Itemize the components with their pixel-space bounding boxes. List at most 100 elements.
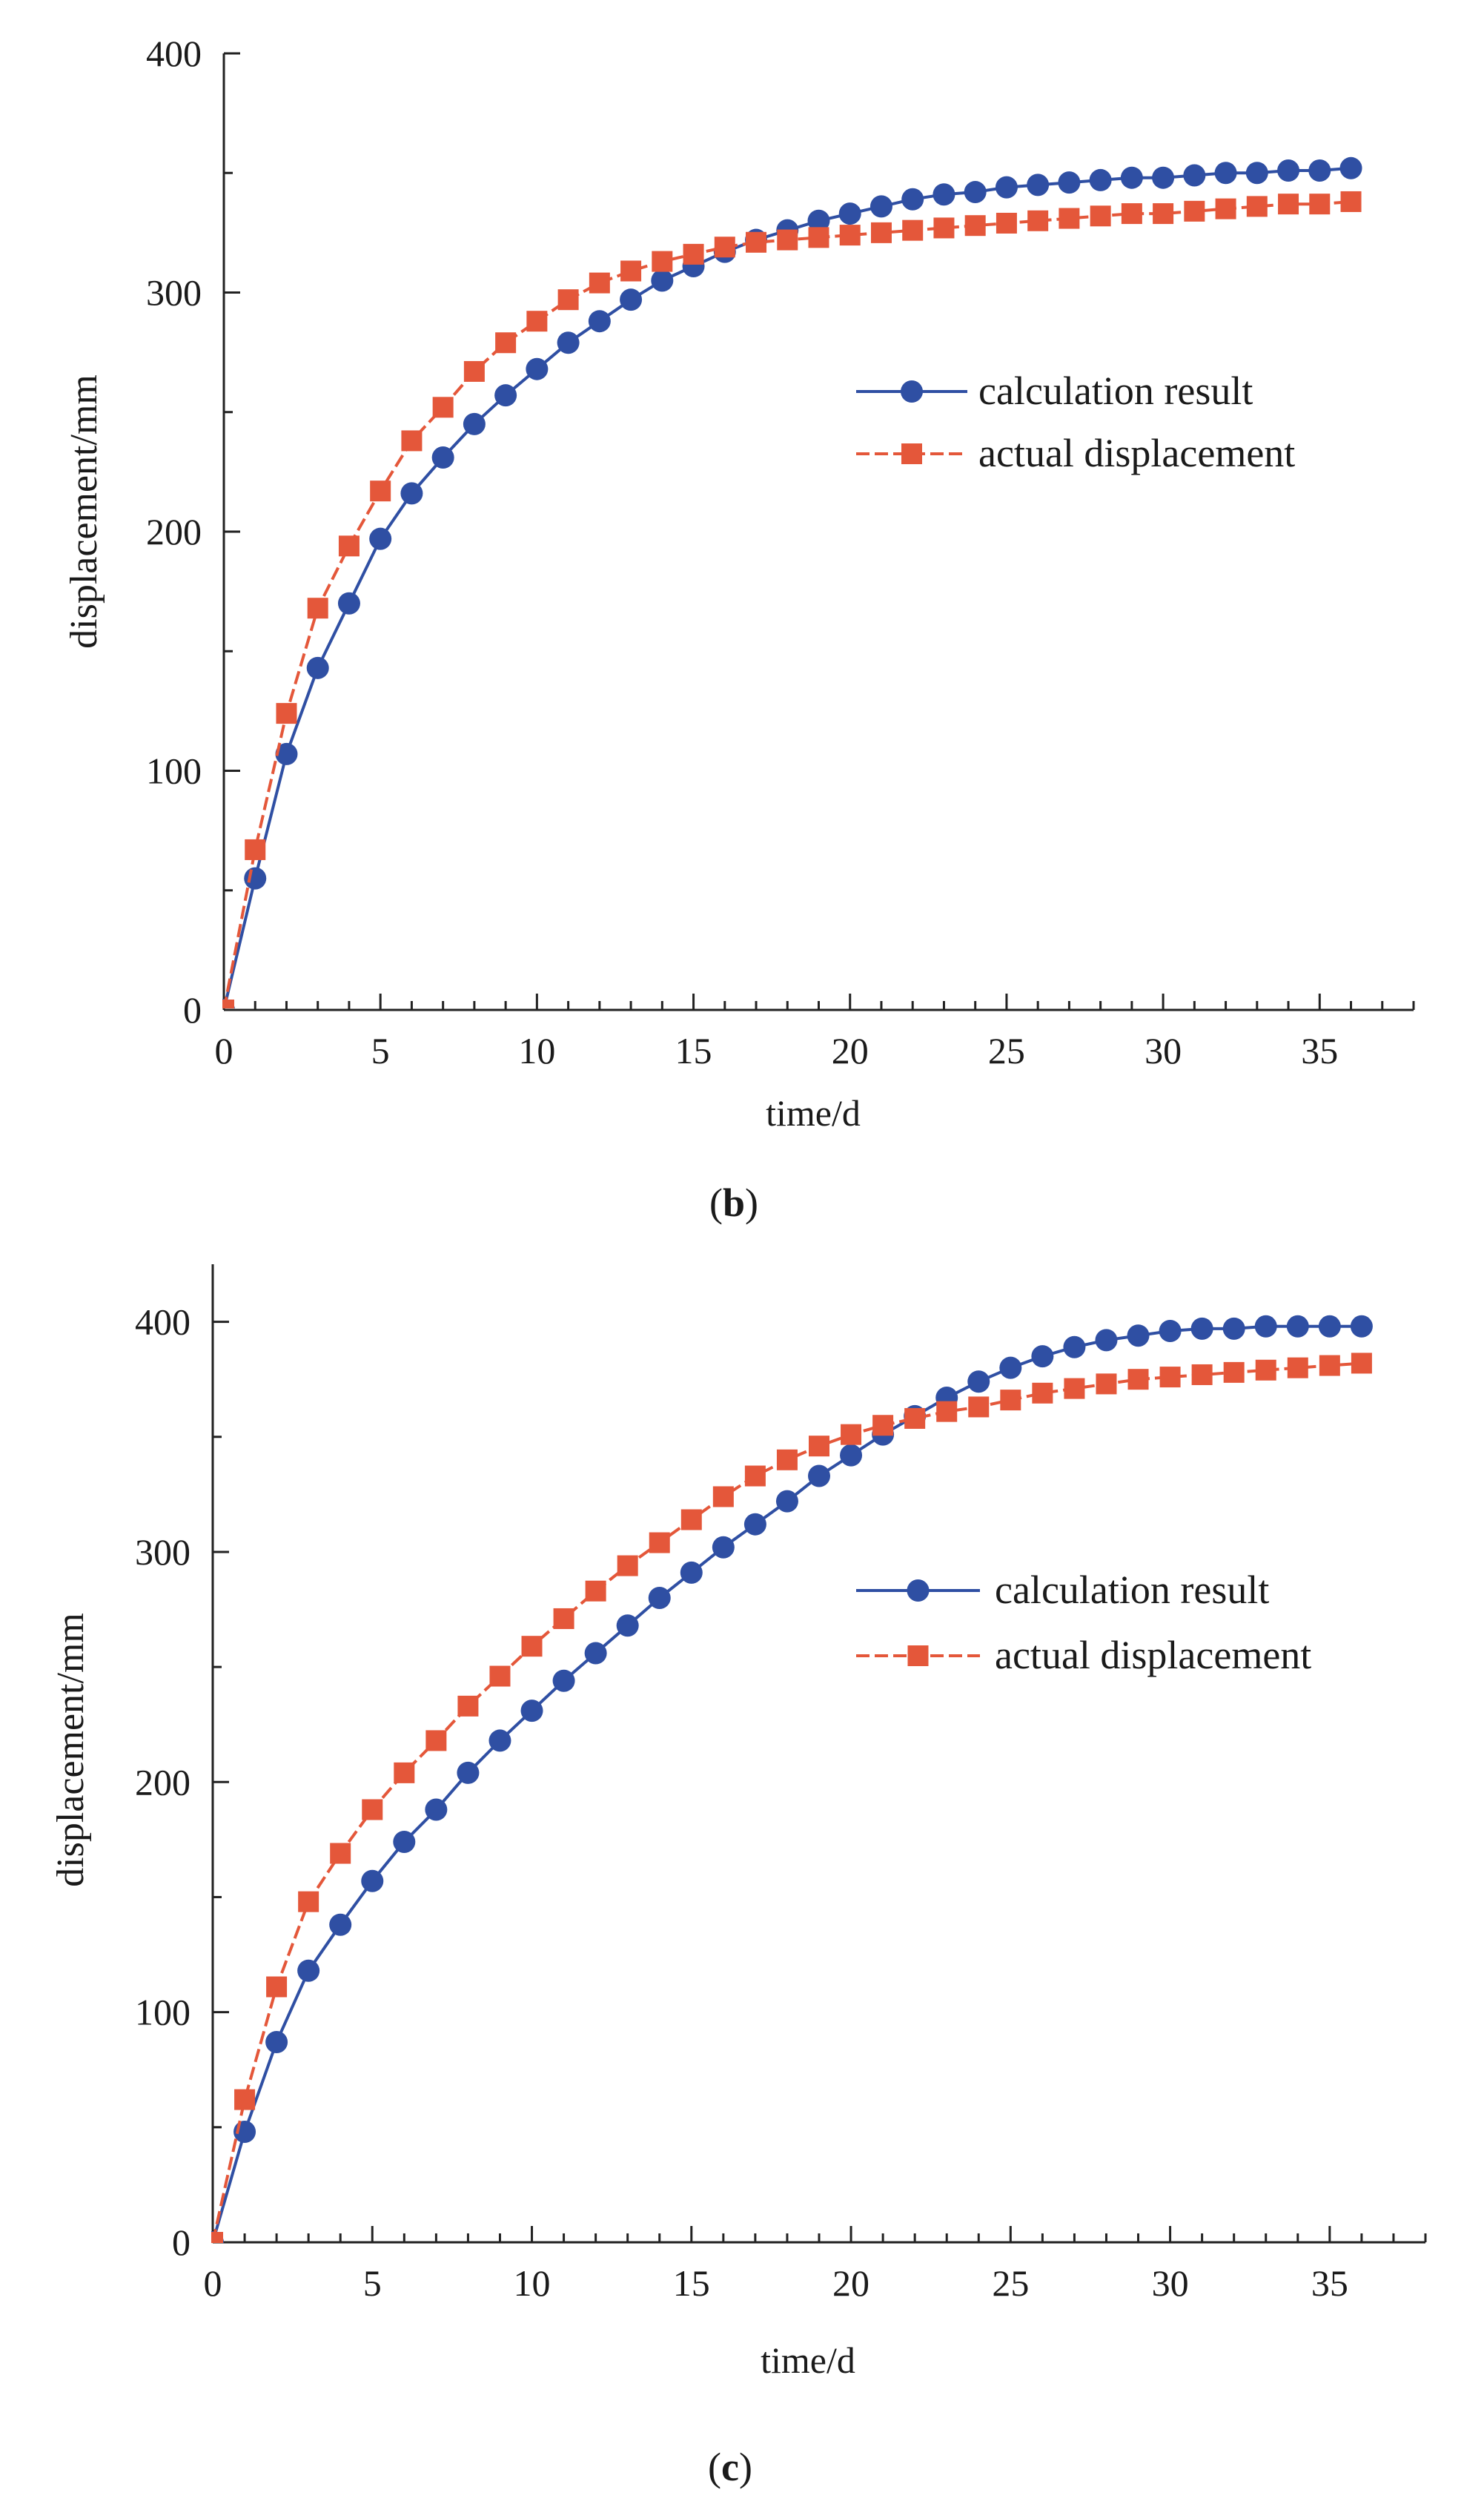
data-point-actual xyxy=(777,229,798,251)
data-point-actual xyxy=(1027,210,1049,231)
data-point-actual xyxy=(245,839,266,860)
data-point-calculation xyxy=(775,1490,798,1513)
data-point-actual xyxy=(652,251,673,272)
data-point-actual xyxy=(370,480,391,502)
data-point-calculation xyxy=(964,181,987,204)
data-point-actual xyxy=(526,311,548,332)
y-tick-label: 400 xyxy=(146,33,202,74)
data-point-actual xyxy=(557,289,579,311)
data-point-calculation xyxy=(1254,1315,1277,1338)
data-point-actual xyxy=(1215,198,1236,219)
data-point-actual xyxy=(808,227,829,248)
y-tick-label: 0 xyxy=(183,989,202,1031)
data-point-calculation xyxy=(1286,1315,1309,1338)
data-point-actual xyxy=(495,332,517,354)
legend-marker-calculation xyxy=(901,380,923,403)
data-point-actual xyxy=(1184,200,1205,222)
data-point-actual xyxy=(1340,191,1362,212)
data-point-calculation xyxy=(431,446,454,469)
data-point-actual xyxy=(521,1636,543,1657)
data-point-calculation xyxy=(552,1669,575,1692)
data-point-calculation xyxy=(265,2030,288,2053)
legend-label-actual: actual displacement xyxy=(978,431,1295,475)
data-point-calculation xyxy=(1120,166,1143,189)
data-point-calculation xyxy=(838,202,861,225)
legend-c: calculation result actual displacement xyxy=(856,1568,1311,1677)
data-point-calculation xyxy=(1339,156,1362,179)
data-point-calculation xyxy=(1058,171,1081,194)
data-point-actual xyxy=(712,1486,734,1507)
data-point-calculation xyxy=(1027,174,1050,196)
data-point-calculation xyxy=(425,1798,448,1821)
data-point-actual xyxy=(1255,1359,1276,1381)
data-point-calculation xyxy=(1308,159,1331,182)
data-point-actual xyxy=(1127,1369,1149,1390)
x-tick-label: 20 xyxy=(832,2262,869,2304)
data-point-actual xyxy=(968,1396,990,1418)
data-point-actual xyxy=(401,430,423,452)
data-point-actual xyxy=(617,1555,638,1576)
data-point-calculation xyxy=(275,742,298,765)
data-point-calculation xyxy=(1127,1324,1150,1347)
data-point-actual xyxy=(746,231,767,253)
legend-label-calculation: calculation result xyxy=(978,369,1253,413)
data-point-calculation xyxy=(393,1830,416,1853)
x-tick-label: 5 xyxy=(371,1030,390,1071)
data-point-calculation xyxy=(807,209,830,232)
data-point-calculation xyxy=(680,1561,703,1584)
data-point-actual xyxy=(1000,1390,1021,1411)
data-point-actual xyxy=(1096,1373,1117,1395)
data-point-actual xyxy=(870,222,892,243)
data-point-actual xyxy=(872,1415,894,1436)
data-point-actual xyxy=(1246,196,1268,217)
data-point-calculation xyxy=(1214,162,1237,185)
data-point-actual xyxy=(839,225,861,246)
y-tick-label: 0 xyxy=(172,2222,191,2263)
data-point-calculation xyxy=(808,1464,830,1487)
data-point-actual xyxy=(714,237,735,258)
panel-caption-b: (b) xyxy=(709,1180,758,1225)
data-point-actual xyxy=(841,1424,862,1445)
data-point-actual xyxy=(904,1407,926,1429)
data-point-actual xyxy=(1287,1357,1308,1378)
chart-panel-c: 0 5 10 15 20 25 30 35 0 100 200 300 400 calculation … xyxy=(50,1264,1427,2489)
data-point-actual xyxy=(964,215,986,237)
x-tick-label: 15 xyxy=(673,2262,710,2304)
data-point-calculation xyxy=(1190,1317,1213,1340)
data-point-actual xyxy=(457,1695,479,1717)
data-point-calculation xyxy=(361,1869,384,1892)
x-tick-label: 0 xyxy=(204,2262,222,2304)
x-axis-title-c: time/d xyxy=(761,2339,855,2381)
data-point-actual xyxy=(276,703,297,724)
chart-panel-b: 0 5 10 15 20 25 30 35 0 100 200 300 400 calculation … xyxy=(63,33,1415,1225)
x-tick-label: 30 xyxy=(1145,1030,1182,1071)
x-tick-label: 30 xyxy=(1152,2262,1189,2304)
data-point-actual xyxy=(234,2089,256,2110)
x-tick-label: 10 xyxy=(518,1030,555,1071)
data-point-calculation xyxy=(967,1370,990,1393)
data-point-calculation xyxy=(329,1913,352,1936)
data-point-calculation xyxy=(712,1536,735,1559)
data-point-calculation xyxy=(584,1642,607,1665)
data-point-actual xyxy=(1064,1378,1085,1399)
data-point-actual xyxy=(936,1401,958,1422)
data-point-actual xyxy=(1090,205,1111,227)
data-point-calculation xyxy=(933,183,955,206)
data-point-actual xyxy=(298,1891,319,1912)
legend-label-actual: actual displacement xyxy=(995,1633,1311,1677)
data-point-calculation xyxy=(457,1761,480,1784)
data-point-calculation xyxy=(616,1614,639,1637)
data-point-calculation xyxy=(1350,1315,1373,1338)
legend-b: calculation result actual displacement xyxy=(856,369,1295,475)
data-point-actual xyxy=(1319,1355,1340,1376)
data-point-actual xyxy=(589,272,610,294)
data-point-actual xyxy=(1278,194,1299,215)
data-point-calculation xyxy=(297,1959,320,1982)
data-point-calculation xyxy=(1089,168,1112,191)
data-point-actual xyxy=(1121,203,1142,225)
data-point-calculation xyxy=(620,288,643,311)
data-point-calculation xyxy=(1152,166,1175,189)
data-point-calculation xyxy=(488,1729,511,1752)
axes-b: 0 5 10 15 20 25 30 35 0 100 200 300 400 xyxy=(146,33,1415,1071)
